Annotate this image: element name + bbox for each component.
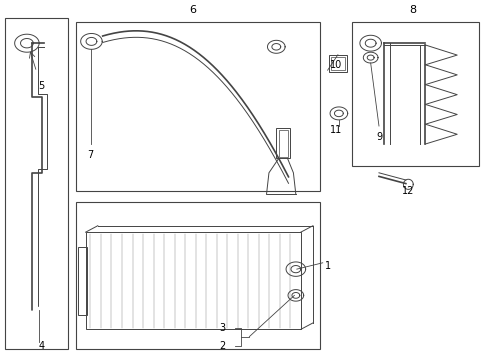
Bar <box>278 130 287 157</box>
Text: 12: 12 <box>401 186 414 196</box>
Text: 1: 1 <box>324 261 330 271</box>
Text: 3: 3 <box>219 323 225 333</box>
Text: 10: 10 <box>329 60 342 70</box>
Bar <box>85 232 300 329</box>
Text: 9: 9 <box>375 132 381 142</box>
Text: 4: 4 <box>39 341 44 351</box>
Text: 5: 5 <box>39 81 44 91</box>
Bar <box>76 202 320 349</box>
Bar <box>328 55 346 72</box>
Bar <box>76 22 320 191</box>
Bar <box>276 128 289 158</box>
Text: 7: 7 <box>87 150 93 160</box>
Bar <box>5 18 68 349</box>
Text: 6: 6 <box>189 5 196 15</box>
Text: 11: 11 <box>329 125 342 135</box>
Bar <box>330 57 344 70</box>
Text: 2: 2 <box>219 341 225 351</box>
Bar <box>351 22 478 166</box>
Bar <box>78 247 87 315</box>
Text: 8: 8 <box>409 5 416 15</box>
